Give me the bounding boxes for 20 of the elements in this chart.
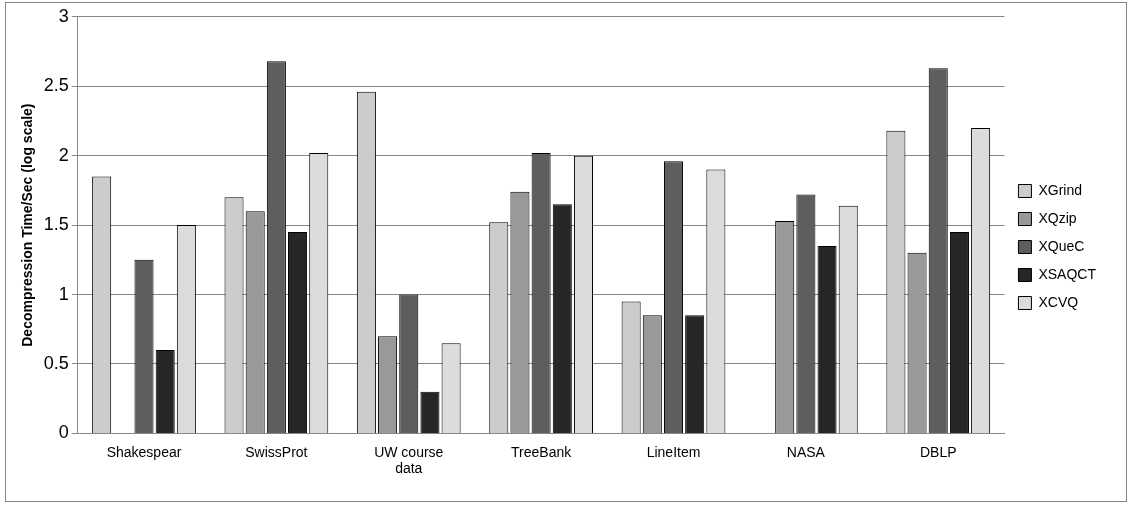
y-tick-label: 0 [58,422,69,443]
y-tick-label: 2.5 [43,75,69,96]
y-tick-label: 2 [58,144,69,165]
y-tick-label: 1 [58,283,69,304]
y-tick-label: 3 [58,5,69,26]
x-tick-label: NASA [786,443,826,460]
legend-label: XGrind [1038,181,1083,198]
x-tick-label: UW course data [374,443,444,477]
legend-label: XSAQCT [1038,265,1097,282]
legend-label: XQzip [1038,209,1077,226]
legend-label: XCVQ [1038,293,1079,310]
x-tick-label: TreeBank [511,443,573,460]
y-tick-label: 1.5 [43,214,69,235]
x-tick-label: Shakespear [106,443,182,460]
y-tick-label: 0.5 [43,352,69,373]
x-tick-label: LineItem [646,443,701,460]
x-tick-label: DBLP [919,443,957,460]
y-axis-title: Decompression Time/Sec (log scale) [19,103,36,347]
legend-label: XQueC [1038,237,1085,254]
x-tick-label: SwissProt [245,443,308,460]
